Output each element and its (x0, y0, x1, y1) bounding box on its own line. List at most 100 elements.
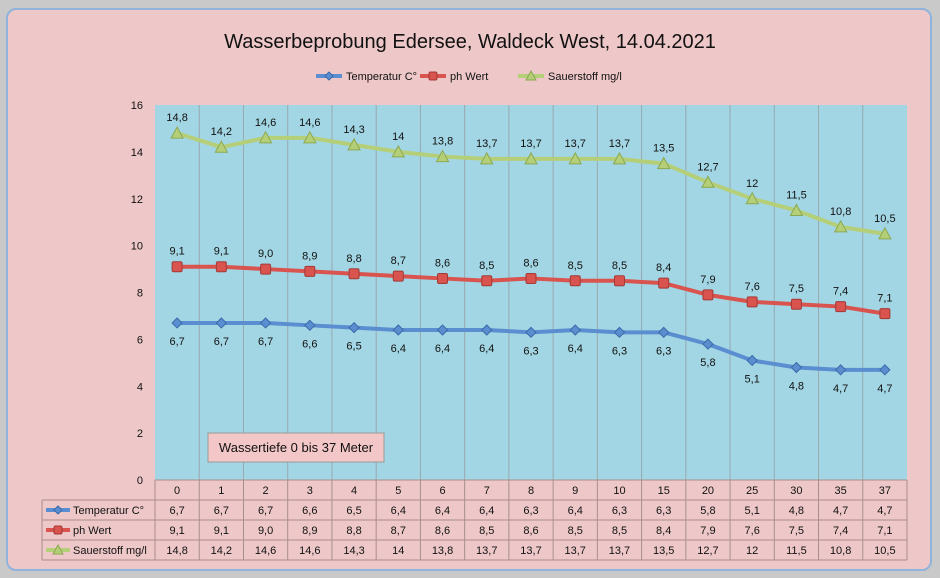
legend: Temperatur C° ph Wert Sauerstoff mg/l (316, 69, 622, 83)
table-legend-marker (53, 525, 63, 535)
x-tick-label: 5 (395, 485, 401, 497)
data-label: 7,4 (833, 286, 848, 298)
y-tick-label: 16 (131, 100, 143, 112)
table-cell: 7,6 (745, 525, 760, 537)
data-point (259, 317, 272, 329)
data-point (215, 261, 227, 273)
table-cell: 13,7 (476, 545, 497, 557)
data-label: 6,4 (435, 343, 450, 355)
data-label: 8,9 (302, 250, 317, 262)
table-cell: 6,7 (258, 505, 273, 517)
table-cell: 9,0 (258, 525, 273, 537)
table-cell: 7,5 (789, 525, 804, 537)
data-label: 5,1 (745, 373, 760, 385)
table-cell: 10,8 (830, 545, 851, 557)
legend-marker (428, 71, 438, 81)
x-tick-label: 20 (702, 485, 714, 497)
table-cell: 7,9 (700, 525, 715, 537)
data-point (347, 137, 361, 151)
data-point (613, 275, 625, 287)
table-cell: 8,7 (391, 525, 406, 537)
x-tick-label: 37 (879, 485, 891, 497)
table-cell: 13,7 (565, 545, 586, 557)
y-tick-label: 6 (137, 334, 143, 346)
table-cell: 14,2 (211, 545, 232, 557)
data-label: 6,3 (656, 345, 671, 357)
table-cell: 5,1 (745, 505, 760, 517)
data-point (833, 219, 848, 233)
table-cell: 6,5 (346, 505, 361, 517)
data-label: 6,4 (568, 343, 583, 355)
data-label: 4,8 (789, 381, 804, 393)
legend-marker (324, 71, 334, 81)
y-tick-label: 10 (131, 241, 143, 253)
chart-title: Wasserbeprobung Edersee, Waldeck West, 1… (224, 31, 716, 53)
data-point (790, 298, 802, 310)
x-tick-label: 2 (263, 485, 269, 497)
data-point (658, 277, 670, 289)
data-label: 13,7 (476, 138, 497, 150)
data-label: 7,1 (877, 293, 892, 305)
data-point (481, 324, 493, 336)
x-tick-label: 10 (613, 485, 625, 497)
table-cell: 8,8 (346, 525, 361, 537)
table-cell: 12,7 (697, 545, 718, 557)
data-label: 7,9 (700, 274, 715, 286)
data-label: 8,7 (391, 255, 406, 267)
chart-window: Wasserbeprobung Edersee, Waldeck West, 1… (6, 8, 932, 571)
data-point (304, 319, 316, 332)
data-label: 14,6 (299, 117, 320, 129)
table-cell: 13,7 (609, 545, 630, 557)
y-tick-label: 8 (137, 288, 143, 300)
data-label: 12 (746, 178, 758, 190)
data-point (215, 317, 228, 329)
table-cell: 14,3 (343, 545, 364, 557)
table-cell: 6,4 (479, 505, 494, 517)
data-point (525, 272, 537, 284)
data-labels: 6,7 6,7 6,7 6,6 6,5 6,4 6,4 6,4 6,3 6,4 6,3 6,3 5,8 5… (166, 112, 895, 395)
data-label: 12,7 (697, 161, 718, 173)
data-label: 9,0 (258, 248, 273, 260)
x-tick-label: 15 (658, 485, 670, 497)
data-label: 7,6 (745, 281, 760, 293)
table-legend-marker (53, 505, 63, 515)
table-cell: 6,7 (214, 505, 229, 517)
data-point (702, 289, 714, 301)
annotation-text: Wassertiefe 0 bis 37 Meter (219, 440, 374, 455)
table-cell: 13,8 (432, 545, 453, 557)
data-point (789, 203, 804, 216)
data-label: 10,8 (830, 206, 851, 218)
data-label: 8,5 (612, 260, 627, 272)
table-cell: 6,3 (612, 505, 627, 517)
x-tick-label: 4 (351, 485, 357, 497)
table-cell: 6,4 (568, 505, 583, 517)
table-cell: 11,5 (786, 545, 807, 557)
data-point (613, 326, 626, 339)
legend-marker (525, 69, 537, 81)
table-cell: 5,8 (700, 505, 715, 517)
data-table: Temperatur C° 6,7 6,7 6,7 6,6 6,5 6,4 6,4 6,4 6,3… (41, 479, 908, 561)
data-point (656, 156, 671, 170)
data-label: 9,1 (169, 246, 184, 258)
data-point (657, 326, 670, 339)
data-point (835, 301, 847, 313)
legend-entry: Sauerstoff mg/l (548, 71, 622, 83)
data-point (702, 338, 714, 350)
data-point (258, 130, 273, 144)
data-label: 7,5 (789, 283, 804, 295)
y-axis: 0 2 4 6 8 10 12 14 16 (131, 100, 143, 487)
line-chart: Wasserbeprobung Edersee, Waldeck West, 1… (41, 31, 908, 561)
data-point (879, 364, 891, 376)
data-point (569, 275, 581, 287)
table-cell: 8,5 (568, 525, 583, 537)
data-point (348, 321, 360, 334)
data-label: 8,6 (435, 257, 450, 269)
table-cell: 4,8 (789, 505, 804, 517)
data-point (834, 364, 847, 376)
data-label: 6,7 (169, 336, 184, 348)
table-cell: 8,6 (523, 525, 538, 537)
data-point (435, 149, 450, 163)
table-cell: 8,5 (479, 525, 494, 537)
table-cell: 6,4 (391, 505, 406, 517)
data-point (437, 272, 449, 284)
